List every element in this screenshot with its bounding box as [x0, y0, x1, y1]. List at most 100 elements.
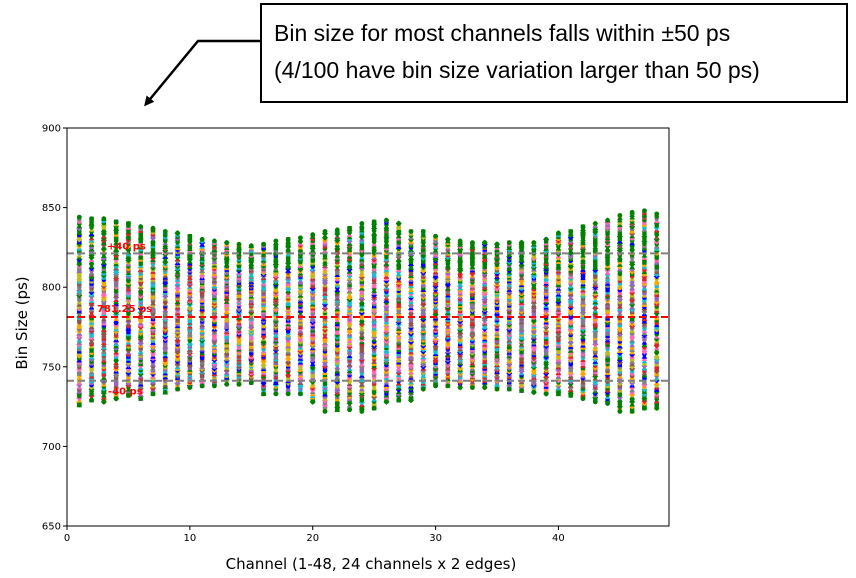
data-point	[642, 290, 647, 296]
data-point-min	[433, 383, 438, 389]
data-point	[642, 380, 647, 385]
data-point-min	[187, 385, 193, 390]
data-point	[629, 229, 635, 234]
data-point-min	[298, 391, 303, 397]
data-point-min	[212, 383, 217, 389]
data-point	[617, 264, 623, 270]
data-point-min	[359, 408, 365, 414]
data-point	[371, 361, 377, 367]
data-point-max	[420, 229, 426, 234]
data-point	[654, 362, 659, 367]
data-point	[629, 330, 635, 336]
data-point-max	[396, 221, 402, 226]
data-point-min	[224, 381, 230, 387]
plot-area: +40 ps 781.25 ps -40 ps	[67, 208, 669, 414]
data-point-min	[617, 408, 623, 414]
data-point-min	[568, 393, 574, 398]
data-point	[642, 368, 647, 373]
data-point	[642, 279, 647, 284]
x-tick-label: 10	[183, 533, 196, 544]
data-point	[617, 290, 623, 295]
data-point-min	[519, 388, 524, 394]
data-point-min	[285, 391, 291, 397]
data-point-max	[445, 237, 451, 242]
data-point	[642, 213, 647, 218]
annotation-box: Bin size for most channels falls within …	[260, 3, 848, 103]
data-point	[629, 288, 635, 293]
data-point-min	[470, 385, 475, 390]
data-point	[654, 325, 659, 330]
data-point	[617, 315, 623, 321]
y-tick-label: 850	[42, 203, 61, 214]
data-point	[654, 283, 659, 288]
data-point	[77, 349, 82, 354]
plot-frame	[66, 127, 670, 527]
data-point-min	[261, 391, 266, 397]
data-point-max	[212, 238, 217, 244]
data-point	[642, 243, 647, 249]
data-point	[629, 357, 635, 362]
y-axis-label: Bin Size (ps)	[13, 276, 31, 369]
data-point-max	[617, 213, 623, 218]
data-point-max	[568, 229, 574, 234]
data-point	[359, 230, 365, 235]
data-point-min	[531, 389, 537, 395]
data-point	[77, 248, 82, 253]
data-point	[642, 347, 647, 352]
data-point	[642, 215, 647, 221]
data-point-max	[113, 219, 119, 225]
data-point	[359, 225, 365, 231]
data-point-max	[76, 214, 82, 220]
data-point-max	[543, 237, 549, 242]
data-point-max	[531, 240, 537, 246]
data-point-min	[371, 405, 377, 411]
data-point-min	[580, 396, 586, 402]
data-point-max	[199, 237, 205, 242]
data-point-max	[654, 211, 660, 217]
data-point	[654, 264, 659, 270]
data-point	[359, 344, 365, 349]
data-point	[359, 342, 365, 347]
data-point-min	[322, 408, 328, 414]
data-point-min	[175, 386, 180, 392]
data-point	[642, 220, 647, 225]
data-point	[359, 259, 365, 264]
data-point-min	[150, 391, 156, 397]
data-point-max	[298, 235, 303, 241]
data-point	[654, 401, 659, 406]
data-point-max	[236, 241, 242, 247]
data-point	[642, 288, 647, 293]
data-point-max	[322, 229, 328, 234]
data-point	[629, 376, 635, 381]
data-point-min	[273, 391, 279, 397]
x-tick-label: 40	[552, 533, 565, 544]
data-point-min	[384, 399, 389, 405]
data-point	[77, 324, 82, 329]
data-point-max	[482, 240, 488, 246]
data-point-max	[285, 237, 291, 242]
data-point-max	[384, 217, 389, 223]
data-point-min	[408, 397, 414, 403]
data-point-max	[248, 243, 254, 249]
data-point	[77, 371, 82, 376]
data-point-min	[89, 397, 94, 403]
data-point	[617, 367, 623, 372]
data-point-min	[162, 389, 168, 395]
data-point	[654, 262, 659, 268]
data-point	[654, 269, 659, 274]
data-point	[629, 243, 635, 248]
data-point-max	[580, 224, 586, 230]
y-tick-label: 750	[42, 362, 61, 373]
x-axis-label: Channel (1-48, 24 channels x 2 edges)	[226, 555, 517, 573]
data-point	[654, 320, 659, 325]
data-point-max	[89, 216, 94, 222]
data-point-min	[138, 396, 144, 402]
data-point-min	[126, 393, 131, 398]
data-point	[617, 227, 623, 232]
data-point	[371, 237, 377, 242]
data-point-max	[187, 233, 193, 239]
data-point	[617, 390, 623, 395]
data-point-min	[642, 405, 647, 411]
data-point-max	[101, 216, 107, 222]
